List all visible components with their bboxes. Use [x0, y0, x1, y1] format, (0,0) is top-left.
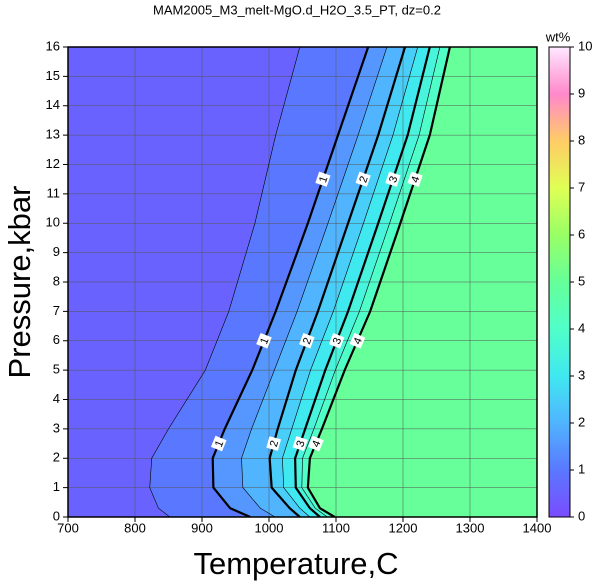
- colorbar: [548, 46, 571, 518]
- contour-label-group: 4: [349, 332, 366, 349]
- contour-label-box: [308, 435, 324, 452]
- contour-label-group: 2: [355, 171, 371, 187]
- x-tick-label: 1300: [456, 520, 485, 535]
- x-tick-label: 800: [124, 520, 146, 535]
- y-tick-label: 9: [53, 244, 60, 259]
- colorbar-tick-label: 4: [578, 320, 585, 335]
- y-tick-label: 15: [46, 68, 60, 83]
- contour-label: 1: [317, 175, 330, 185]
- y-tick-label: 3: [53, 420, 60, 435]
- y-tick-label: 16: [46, 38, 60, 53]
- y-axis-label: Pressure,kbar: [2, 186, 37, 379]
- contour-label-box: [328, 332, 345, 349]
- colorbar-tick-label: 10: [578, 38, 592, 53]
- contour-label-group: 4: [308, 435, 324, 452]
- contour-label-box: [385, 171, 401, 187]
- contour-line: [301, 47, 441, 517]
- x-tick-label: 1000: [255, 520, 284, 535]
- y-tick-label: 10: [46, 215, 60, 230]
- contour-label: 1: [258, 336, 271, 346]
- y-tick-label: 12: [46, 156, 60, 171]
- x-tick-label: 1100: [322, 520, 350, 535]
- y-tick-label: 6: [53, 332, 60, 347]
- y-tick-label: 2: [53, 450, 60, 465]
- colorbar-tick-label: 2: [578, 414, 585, 429]
- contour-label: 4: [310, 439, 323, 449]
- colorbar-tick-label: 0: [578, 508, 585, 523]
- contour-label: 2: [357, 175, 370, 185]
- plot-frame: [67, 46, 538, 518]
- contour-label-box: [315, 171, 331, 187]
- contour-line: [149, 47, 301, 517]
- y-tick-label: 14: [46, 97, 60, 112]
- x-tick-label: 1200: [389, 520, 418, 535]
- contour-label-box: [407, 171, 423, 187]
- contour-label-box: [349, 332, 366, 349]
- x-tick-label: 700: [57, 520, 79, 535]
- contour-label-group: 1: [210, 435, 227, 452]
- contour-label: 3: [387, 175, 400, 185]
- y-tick-label: 0: [53, 508, 60, 523]
- y-tick-label: 1: [53, 479, 60, 494]
- colorbar-tick-label: 7: [578, 179, 585, 194]
- colorbar-tick-label: 6: [578, 226, 585, 241]
- contour-label-box: [292, 435, 308, 452]
- contour-label: 2: [268, 439, 281, 448]
- contour-line: [282, 47, 419, 517]
- contour-label-group: 1: [256, 332, 272, 349]
- contour-label: 4: [352, 336, 365, 346]
- colorbar-tick-label: 1: [578, 461, 585, 476]
- contour-label-box: [210, 435, 227, 452]
- x-axis-label: Temperature,C: [193, 546, 398, 581]
- colorbar-tick-label: 3: [578, 367, 585, 382]
- y-tick-label: 11: [47, 185, 61, 200]
- y-tick-label: 7: [53, 303, 60, 318]
- contour-label-group: 2: [299, 333, 315, 349]
- contour-label-box: [355, 171, 371, 187]
- contour-line: [241, 47, 388, 517]
- y-tick-label: 8: [53, 273, 60, 288]
- contour-label: 4: [409, 175, 422, 185]
- contour-label: 3: [331, 336, 344, 346]
- chart-title: MAM2005_M3_melt-MgO.d_H2O_3.5_PT, dz=0.2: [153, 2, 441, 17]
- contour-label-group: 4: [407, 171, 423, 187]
- x-tick-label: 900: [191, 520, 213, 535]
- colorbar-tick-label: 9: [578, 85, 585, 100]
- colorbar-tick-label: 5: [578, 273, 585, 288]
- y-tick-label: 5: [53, 362, 60, 377]
- contour-label-group: 3: [385, 171, 401, 187]
- colorbar-tick-label: 8: [578, 132, 585, 147]
- contour-label: 2: [301, 336, 314, 346]
- contour-label-group: 3: [328, 332, 345, 349]
- y-tick-label: 4: [53, 391, 60, 406]
- contour-label-box: [299, 333, 315, 349]
- x-tick-label: 1400: [523, 520, 552, 535]
- contour-label: 1: [213, 439, 226, 449]
- contour-label-group: 1: [315, 171, 331, 187]
- contour-label-box: [266, 436, 282, 451]
- y-tick-label: 13: [46, 127, 60, 142]
- contour-label: 3: [294, 439, 307, 449]
- colorbar-label: wt%: [545, 29, 571, 44]
- contour-label-group: 2: [266, 436, 282, 451]
- contour-label-box: [256, 332, 272, 349]
- contour-label-group: 3: [292, 435, 308, 452]
